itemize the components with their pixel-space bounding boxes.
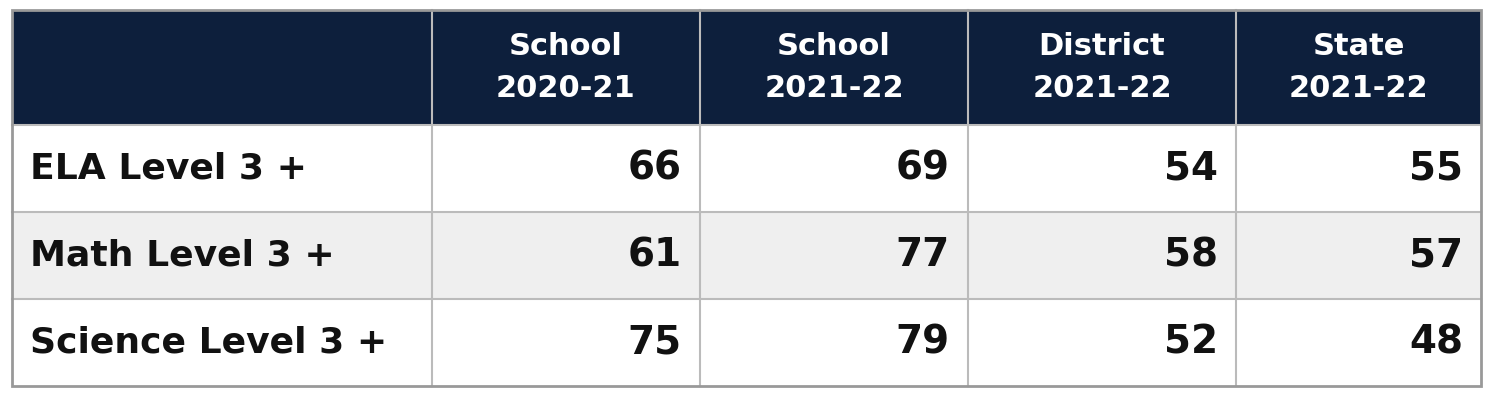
Text: 55: 55 [1409,150,1463,187]
Text: State: State [1312,32,1405,61]
Text: 61: 61 [629,237,682,274]
Text: 52: 52 [1165,324,1218,362]
Text: 79: 79 [896,324,950,362]
Bar [12,299,1481,386]
Text: 48: 48 [1409,324,1463,362]
Text: 57: 57 [1409,237,1463,274]
Text: 75: 75 [629,324,682,362]
Text: 2020-21: 2020-21 [496,74,636,103]
Text: ELA Level 3 +: ELA Level 3 + [30,152,308,185]
Text: School: School [509,32,623,61]
Bar [12,125,1481,212]
Text: Math Level 3 +: Math Level 3 + [30,239,334,272]
Text: 66: 66 [629,150,682,187]
Text: 69: 69 [896,150,950,187]
Text: 2021-22: 2021-22 [764,74,903,103]
Text: 2021-22: 2021-22 [1032,74,1172,103]
Text: School: School [776,32,891,61]
Text: 2021-22: 2021-22 [1288,74,1429,103]
Text: District: District [1039,32,1166,61]
Text: 58: 58 [1165,237,1218,274]
Bar [12,212,1481,299]
Text: 54: 54 [1165,150,1218,187]
Text: 77: 77 [896,237,950,274]
Bar [12,10,1481,125]
Text: Science Level 3 +: Science Level 3 + [30,326,387,360]
